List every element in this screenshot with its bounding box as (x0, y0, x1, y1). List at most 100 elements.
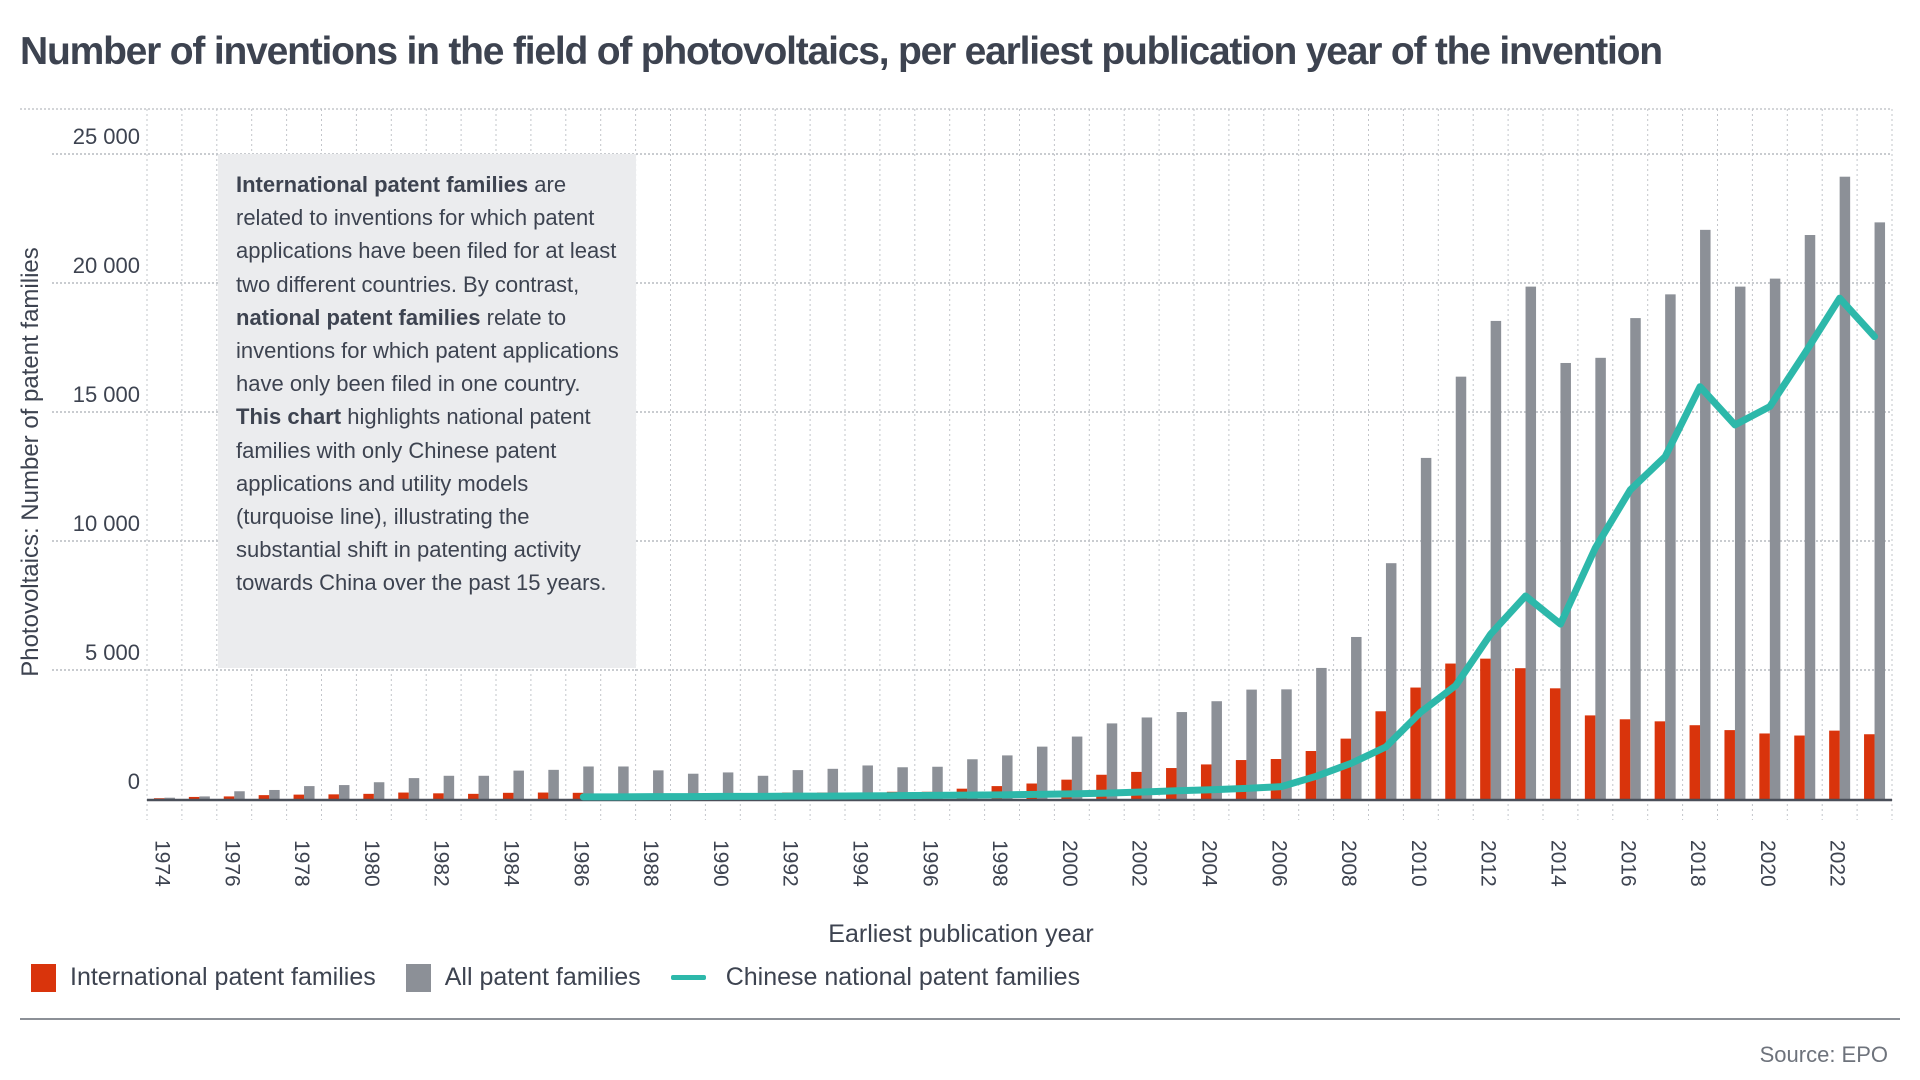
x-tick-label: 1982 (430, 840, 453, 887)
legend-label-international: International patent families (70, 963, 376, 991)
bar-all-patent-families-2000 (1071, 736, 1083, 799)
y-tick-label: 15 000 (73, 382, 140, 407)
x-tick-label: 2008 (1337, 840, 1360, 887)
x-tick-label: 1984 (499, 840, 522, 887)
x-axis-label: Earliest publication year (828, 920, 1094, 948)
x-tick-label: 2004 (1197, 840, 1220, 887)
bar-all-patent-families-1974 (164, 797, 175, 799)
bar-international-patent-families-1977 (258, 795, 270, 799)
bar-all-patent-families-2013 (1525, 286, 1537, 799)
bar-all-patent-families-2011 (1455, 376, 1467, 799)
bar-all-patent-families-1978 (304, 786, 315, 799)
legend-label-all: All patent families (444, 963, 641, 991)
legend-item-all: All patent families (405, 963, 641, 992)
bar-all-patent-families-2009 (1385, 563, 1397, 799)
bar-all-patent-families-1977 (269, 789, 280, 799)
bar-all-patent-families-2003 (1176, 712, 1188, 799)
bar-all-patent-families-2023 (1874, 222, 1886, 799)
bar-international-patent-families-2017 (1654, 721, 1666, 799)
bar-international-patent-families-1978 (293, 794, 305, 799)
bar-all-patent-families-1976 (234, 791, 245, 799)
x-tick-label: 2000 (1058, 840, 1081, 887)
bar-international-patent-families-2023 (1864, 734, 1875, 799)
bar-international-patent-families-1980 (363, 793, 374, 799)
bar-international-patent-families-2000 (1061, 779, 1072, 799)
bar-all-patent-families-2012 (1490, 320, 1502, 799)
bar-international-patent-families-2019 (1724, 730, 1735, 799)
bar-all-patent-families-2002 (1141, 717, 1153, 799)
bar-all-patent-families-1988 (653, 770, 664, 799)
bar-all-patent-families-2022 (1839, 176, 1851, 800)
annotation-text: highlights national patent families with… (236, 404, 607, 596)
footer-divider (20, 1018, 1900, 1020)
bar-international-patent-families-1976 (223, 796, 235, 799)
bar-all-patent-families-1993 (827, 768, 839, 799)
bar-international-patent-families-2002 (1131, 771, 1142, 799)
bar-all-patent-families-2006 (1281, 689, 1292, 799)
bar-international-patent-families-1974 (153, 798, 165, 799)
bar-international-patent-families-1984 (502, 792, 514, 799)
x-tick-label: 2020 (1756, 840, 1779, 887)
bar-international-patent-families-2006 (1270, 759, 1282, 799)
bar-international-patent-families-2011 (1445, 663, 1456, 799)
x-tick-label: 1978 (290, 840, 313, 887)
bar-international-patent-families-2018 (1689, 725, 1701, 799)
x-tick-label: 2002 (1128, 840, 1151, 887)
bar-all-patent-families-1979 (338, 785, 350, 799)
bar-all-patent-families-2010 (1420, 457, 1432, 799)
y-tick-label: 5 000 (85, 640, 140, 665)
legend-swatch-all (405, 963, 431, 992)
bar-all-patent-families-2019 (1734, 286, 1746, 799)
bar-all-patent-families-2014 (1560, 362, 1571, 799)
y-tick-label: 25 000 (73, 124, 140, 149)
bar-all-patent-families-1991 (757, 775, 769, 799)
bar-all-patent-families-1996 (932, 766, 943, 799)
bar-international-patent-families-2016 (1619, 719, 1631, 799)
bar-international-patent-families-1975 (188, 796, 200, 799)
annotation-bold-term: International patent families (236, 172, 529, 197)
chart-title: Number of inventions in the field of pho… (20, 30, 1663, 73)
bar-international-patent-families-2012 (1480, 658, 1491, 799)
bar-all-patent-families-1994 (862, 765, 873, 799)
x-tick-label: 2016 (1616, 840, 1639, 887)
bars (153, 176, 1886, 800)
legend-label-chinese: Chinese national patent families (725, 963, 1081, 991)
bar-all-patent-families-2007 (1316, 667, 1327, 799)
y-axis-label: Photovoltaics: Number of patent families (17, 247, 44, 677)
bar-international-patent-families-2004 (1200, 764, 1212, 799)
bar-international-patent-families-2013 (1515, 668, 1526, 799)
bar-all-patent-families-2005 (1246, 689, 1257, 799)
bar-all-patent-families-1982 (443, 775, 455, 799)
bar-all-patent-families-2020 (1769, 278, 1781, 799)
bar-all-patent-families-1987 (618, 766, 629, 799)
bar-all-patent-families-2021 (1804, 235, 1816, 800)
bar-all-patent-families-1985 (548, 769, 559, 799)
x-tick-label: 1986 (569, 840, 592, 887)
legend-swatch-chinese (670, 975, 706, 980)
bar-all-patent-families-2016 (1630, 318, 1641, 799)
bar-all-patent-families-1975 (199, 796, 210, 799)
bar-all-patent-families-1999 (1036, 746, 1048, 799)
y-tick-label: 20 000 (73, 253, 140, 278)
bar-international-patent-families-1983 (468, 793, 479, 799)
legend: International patent families All patent… (31, 963, 1110, 992)
x-tick-label: 2022 (1826, 840, 1849, 887)
bar-international-patent-families-2021 (1794, 735, 1805, 799)
bar-international-patent-families-2005 (1235, 760, 1247, 799)
bar-all-patent-families-2017 (1665, 294, 1676, 799)
bar-all-patent-families-1990 (722, 772, 734, 799)
bar-international-patent-families-1981 (398, 792, 409, 799)
bar-all-patent-families-2008 (1351, 636, 1362, 799)
bar-all-patent-families-1981 (408, 778, 420, 799)
annotation-bold-term: national patent families (236, 304, 481, 330)
annotation-text: relate to inventions for which patent ap… (236, 304, 619, 397)
bar-all-patent-families-1986 (583, 766, 594, 799)
bar-international-patent-families-2014 (1549, 688, 1561, 799)
bar-international-patent-families-2009 (1375, 711, 1386, 799)
x-tick-label: 1988 (639, 840, 662, 887)
x-tick-label: 2012 (1477, 840, 1500, 887)
bar-all-patent-families-2018 (1700, 229, 1711, 800)
x-tick-label: 1998 (988, 840, 1011, 887)
x-tick-label: 1994 (848, 840, 871, 887)
y-tick-label: 10 000 (73, 511, 140, 536)
